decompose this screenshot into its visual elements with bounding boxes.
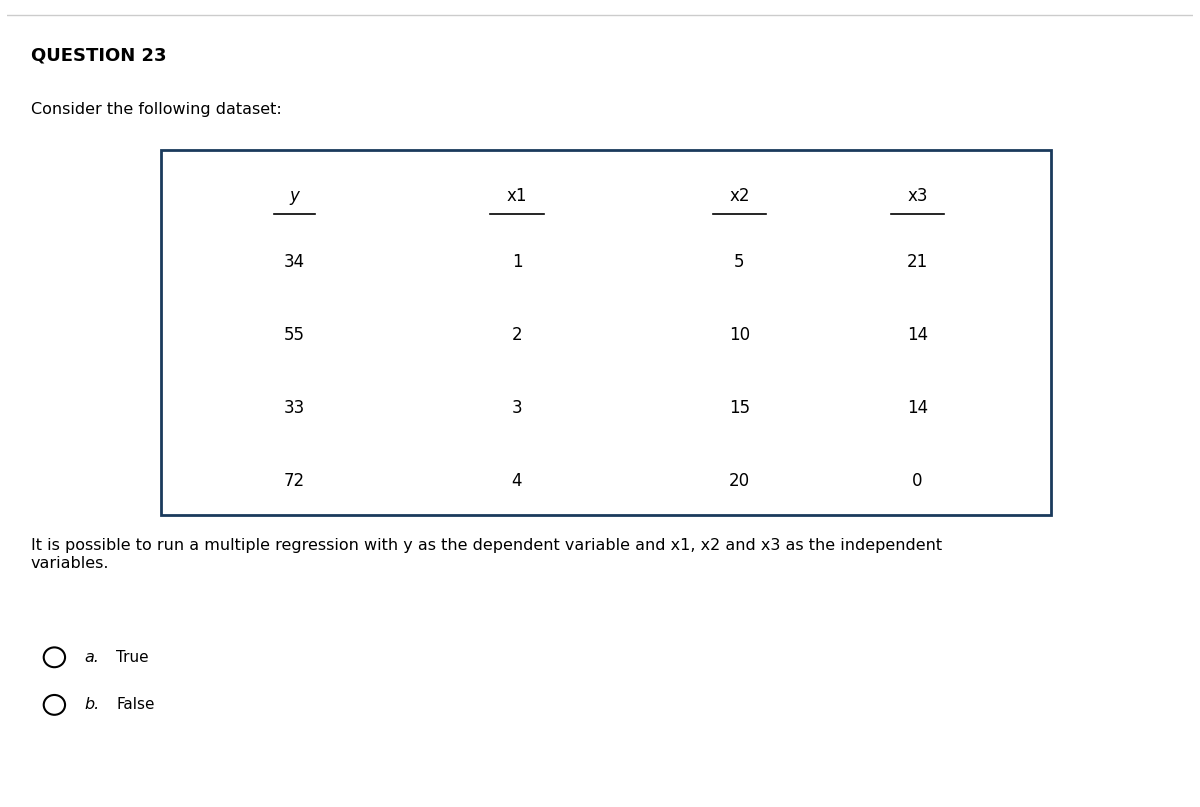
Text: x2: x2 bbox=[730, 187, 750, 205]
Text: True: True bbox=[116, 650, 149, 665]
Text: QUESTION 23: QUESTION 23 bbox=[31, 47, 166, 65]
Text: False: False bbox=[116, 697, 155, 713]
Text: 2: 2 bbox=[511, 327, 522, 345]
Text: 3: 3 bbox=[511, 399, 522, 417]
Text: 20: 20 bbox=[728, 472, 750, 491]
Text: 21: 21 bbox=[907, 253, 928, 271]
Text: 1: 1 bbox=[511, 253, 522, 271]
Text: 15: 15 bbox=[728, 399, 750, 417]
Text: 0: 0 bbox=[912, 472, 923, 491]
Text: x3: x3 bbox=[907, 187, 928, 205]
Text: y: y bbox=[289, 187, 300, 205]
Text: b.: b. bbox=[84, 697, 100, 713]
Text: Consider the following dataset:: Consider the following dataset: bbox=[31, 102, 282, 117]
Text: It is possible to run a multiple regression with y as the dependent variable and: It is possible to run a multiple regress… bbox=[31, 538, 942, 571]
Text: a.: a. bbox=[84, 650, 98, 665]
Text: 55: 55 bbox=[284, 327, 305, 345]
Text: 10: 10 bbox=[728, 327, 750, 345]
Text: 14: 14 bbox=[907, 327, 928, 345]
Text: 33: 33 bbox=[284, 399, 305, 417]
Text: 72: 72 bbox=[284, 472, 305, 491]
Text: 34: 34 bbox=[284, 253, 305, 271]
Text: 5: 5 bbox=[734, 253, 745, 271]
Text: 14: 14 bbox=[907, 399, 928, 417]
Text: 4: 4 bbox=[511, 472, 522, 491]
Text: x1: x1 bbox=[506, 187, 527, 205]
